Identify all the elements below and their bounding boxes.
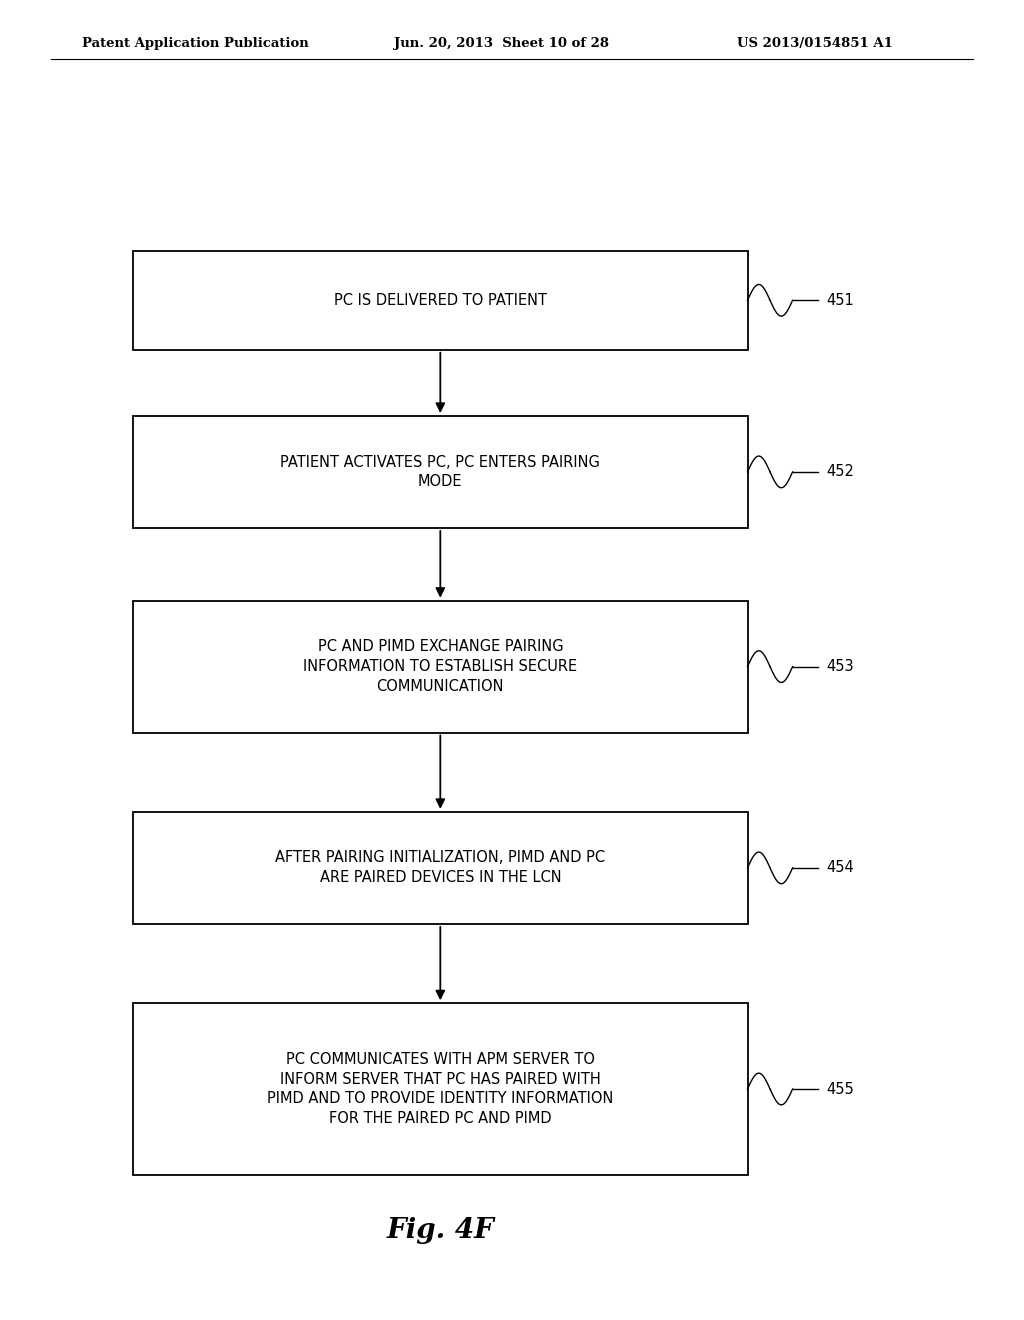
Text: 452: 452	[826, 465, 854, 479]
Text: 454: 454	[826, 861, 854, 875]
Bar	[133, 1003, 748, 1175]
Text: PC COMMUNICATES WITH APM SERVER TO
INFORM SERVER THAT PC HAS PAIRED WITH
PIMD AN: PC COMMUNICATES WITH APM SERVER TO INFOR…	[267, 1052, 613, 1126]
Text: PATIENT ACTIVATES PC, PC ENTERS PAIRING
MODE: PATIENT ACTIVATES PC, PC ENTERS PAIRING …	[281, 454, 600, 490]
Text: Patent Application Publication: Patent Application Publication	[82, 37, 308, 50]
Text: Jun. 20, 2013  Sheet 10 of 28: Jun. 20, 2013 Sheet 10 of 28	[394, 37, 609, 50]
Text: AFTER PAIRING INITIALIZATION, PIMD AND PC
ARE PAIRED DEVICES IN THE LCN: AFTER PAIRING INITIALIZATION, PIMD AND P…	[275, 850, 605, 886]
Text: Fig. 4F: Fig. 4F	[386, 1217, 495, 1243]
Bar	[133, 812, 748, 924]
Bar	[133, 416, 748, 528]
Text: 455: 455	[826, 1081, 854, 1097]
Bar	[133, 251, 748, 350]
Text: PC IS DELIVERED TO PATIENT: PC IS DELIVERED TO PATIENT	[334, 293, 547, 308]
Text: 451: 451	[826, 293, 854, 308]
Text: 453: 453	[826, 659, 854, 675]
Bar	[133, 601, 748, 733]
Text: PC AND PIMD EXCHANGE PAIRING
INFORMATION TO ESTABLISH SECURE
COMMUNICATION: PC AND PIMD EXCHANGE PAIRING INFORMATION…	[303, 639, 578, 694]
Text: US 2013/0154851 A1: US 2013/0154851 A1	[737, 37, 893, 50]
